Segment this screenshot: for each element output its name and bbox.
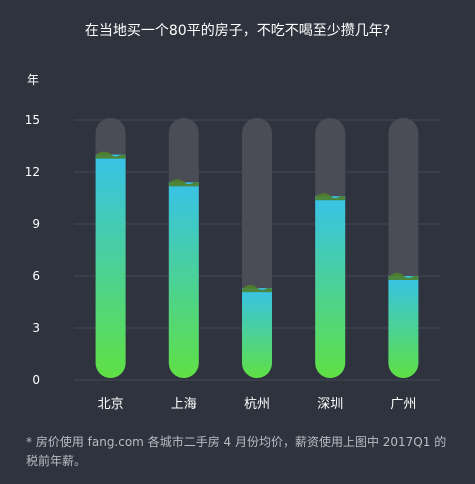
bar xyxy=(168,182,199,378)
y-tick-label: 9 xyxy=(32,217,40,231)
x-tick-labels: 北京 上海 杭州 深圳 广州 xyxy=(98,397,417,412)
y-axis-label: 年 xyxy=(27,73,39,87)
bar-chart: 年 0 3 6 9 12 15 北京 上海 杭州 深圳 广州 xyxy=(25,73,440,412)
bar-surface xyxy=(242,284,272,293)
bar xyxy=(95,154,126,378)
footnote: * 房价使用 fang.com 各城市二手房 4 月份均价，薪资使用上图中 20… xyxy=(26,435,447,468)
bar-surface xyxy=(168,179,199,187)
bar xyxy=(388,276,419,378)
y-tick-label: 0 xyxy=(32,373,40,387)
y-tick-labels: 0 3 6 9 12 15 xyxy=(25,113,40,387)
x-tick-label: 杭州 xyxy=(244,397,270,412)
y-tick-label: 3 xyxy=(32,321,40,335)
x-tick-label: 深圳 xyxy=(317,397,343,412)
bars xyxy=(95,151,419,378)
bar-surface xyxy=(388,272,419,280)
bar xyxy=(242,288,272,378)
y-tick-label: 12 xyxy=(25,165,40,179)
x-tick-label: 北京 xyxy=(98,397,124,412)
x-tick-label: 上海 xyxy=(171,397,197,412)
bar xyxy=(315,196,346,378)
bar-surface xyxy=(315,193,346,201)
x-tick-label: 广州 xyxy=(390,397,416,412)
y-tick-label: 6 xyxy=(32,269,40,283)
bar-surface xyxy=(95,151,126,159)
y-tick-label: 15 xyxy=(25,113,40,127)
chart-title: 在当地买一个80平的房子，不吃不喝至少攒几年? xyxy=(84,23,391,39)
